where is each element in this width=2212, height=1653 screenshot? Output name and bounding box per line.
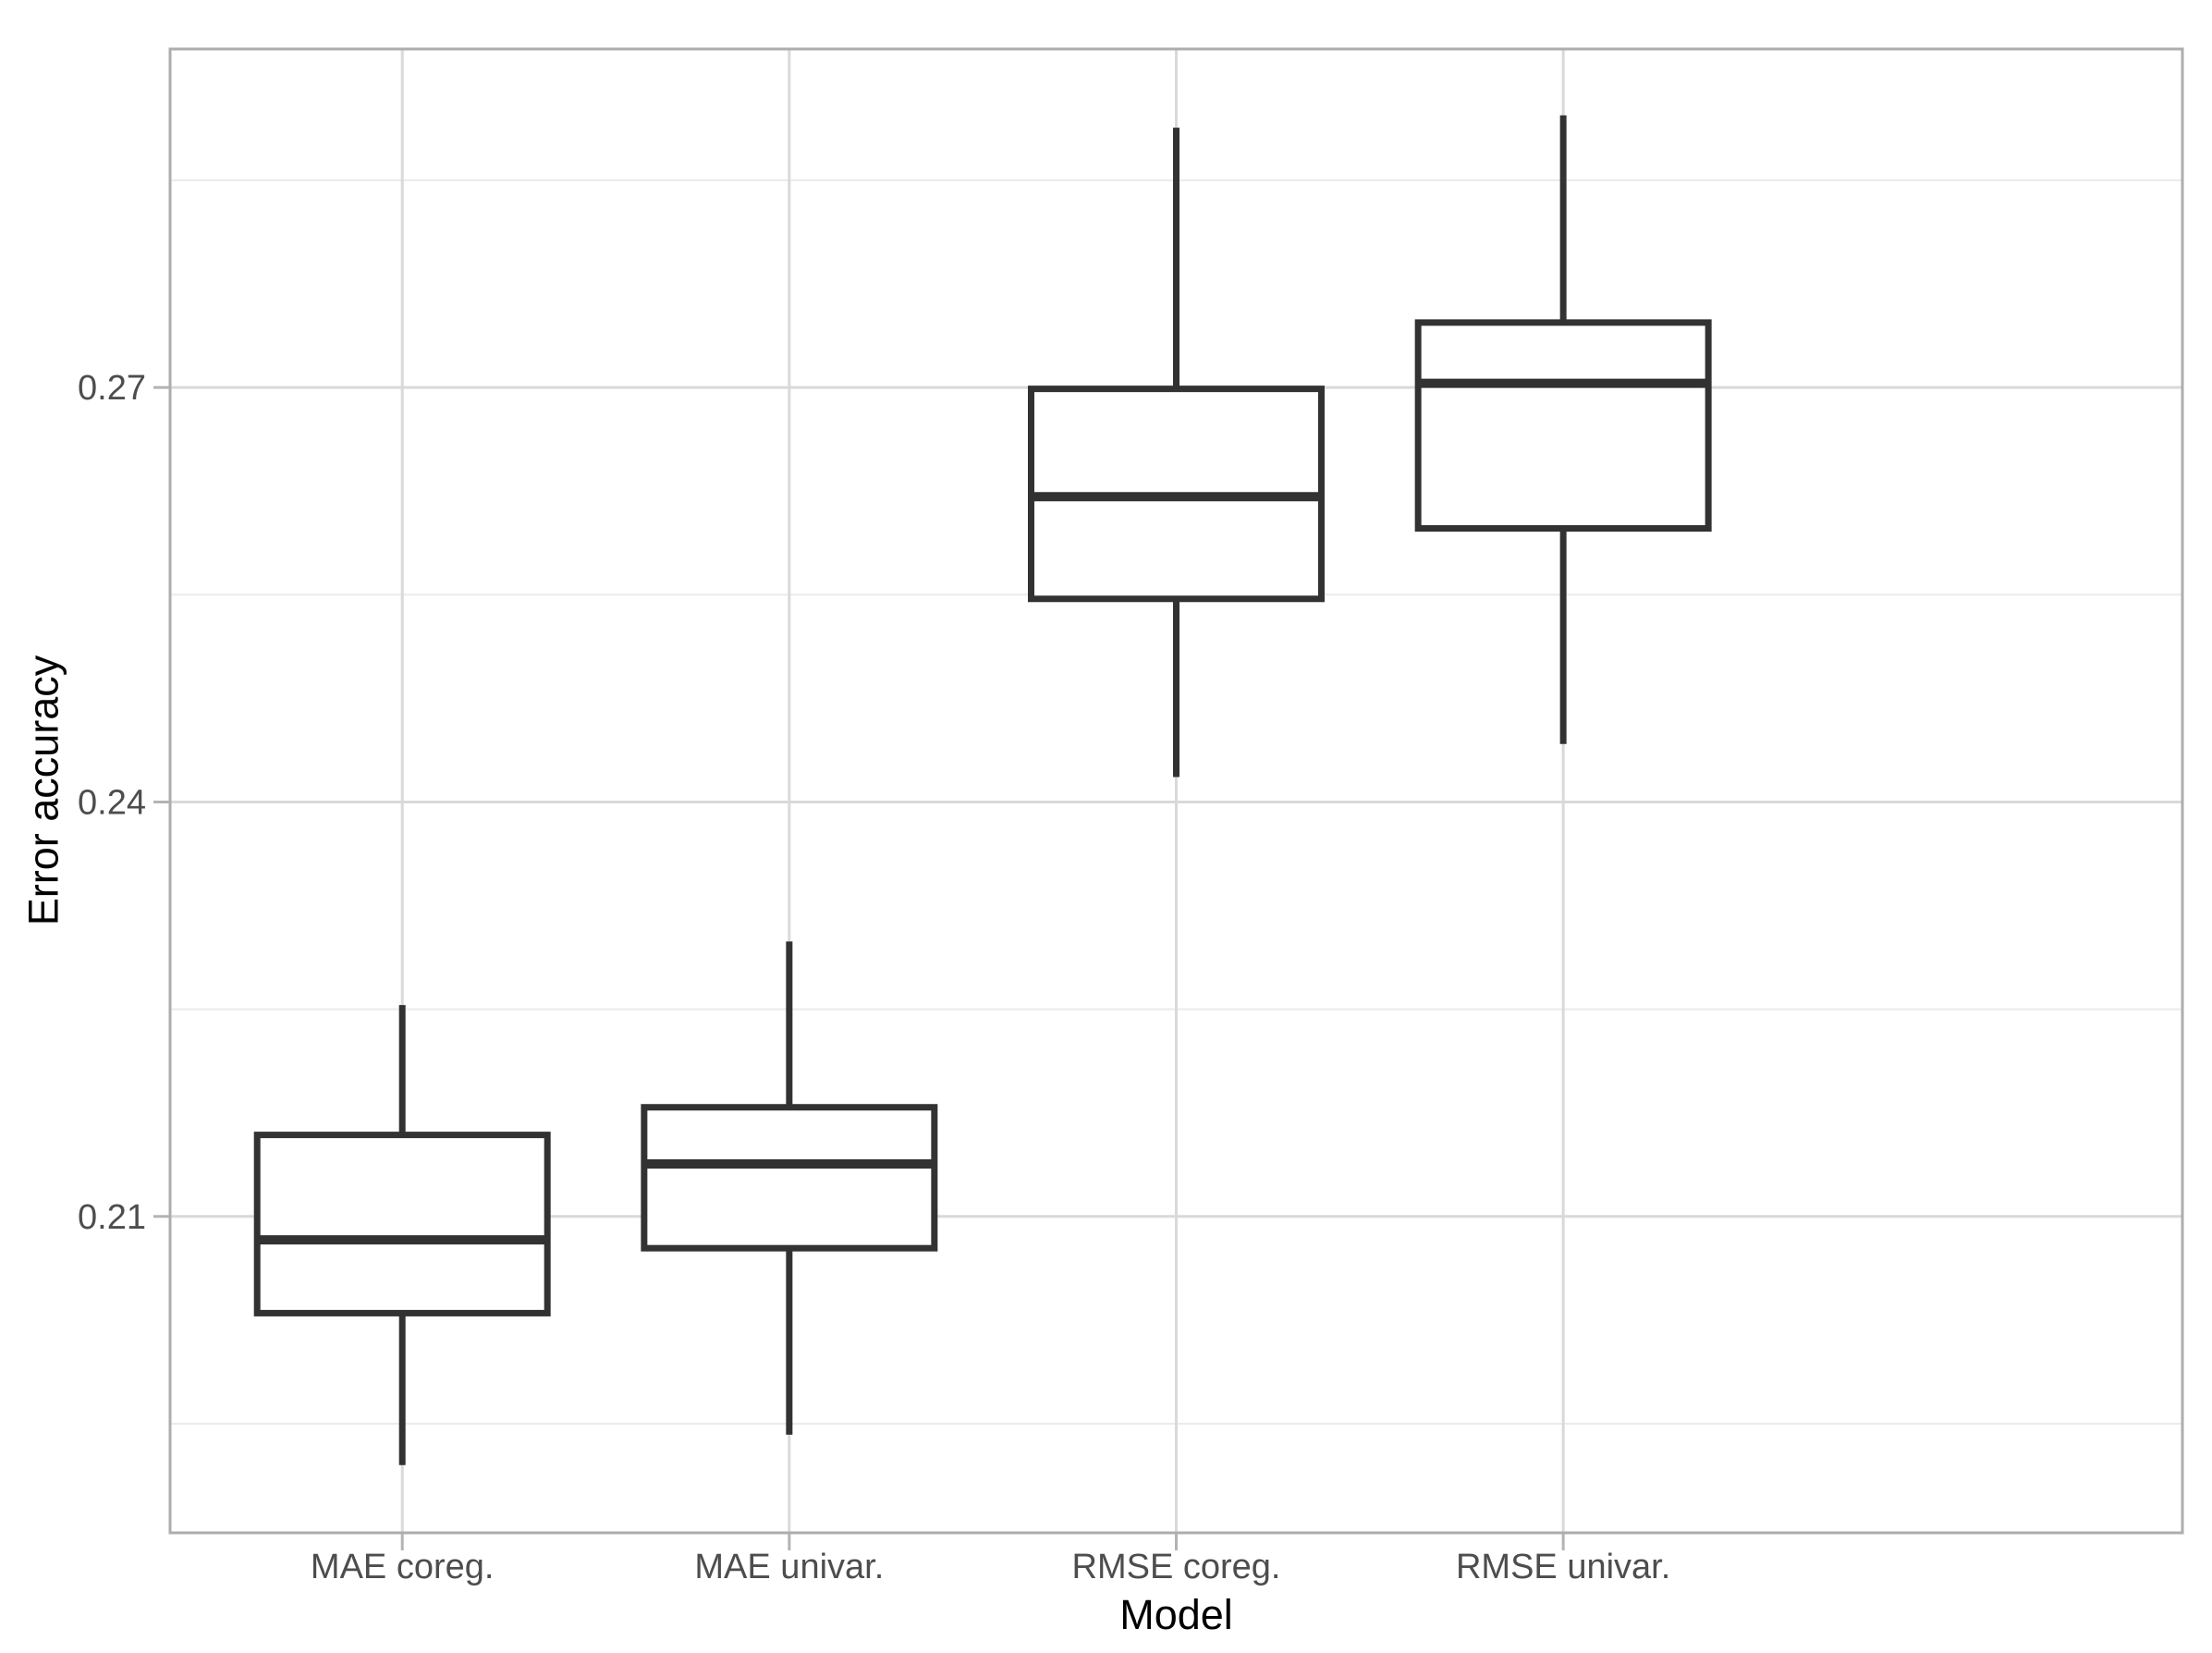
iqr-box — [1414, 319, 1712, 533]
y-tick-label: 0.21 — [78, 1198, 146, 1237]
x-tick-label: RMSE coreg. — [1072, 1548, 1281, 1586]
iqr-box — [253, 1132, 551, 1316]
iqr-box — [641, 1104, 938, 1252]
x-tick-label: MAE coreg. — [311, 1548, 495, 1586]
panel-border — [168, 47, 2184, 1535]
x-tick-label: RMSE univar. — [1456, 1548, 1670, 1586]
boxplot-2 — [641, 941, 938, 1435]
boxplot-4 — [1414, 115, 1712, 744]
x-tick-label: MAE univar. — [694, 1548, 884, 1586]
boxplot-3 — [1028, 128, 1325, 778]
boxplot-1 — [253, 1005, 551, 1465]
y-axis-title: Error accuracy — [19, 655, 67, 926]
box-layer — [253, 115, 1712, 1465]
axis-layer: 0.21 0.24 0.27 MAE coreg. MAE univar. RMSE co… — [78, 47, 2184, 1586]
y-tick-label: 0.24 — [78, 783, 146, 822]
x-axis-title: Model — [1119, 1591, 1233, 1638]
y-tick-label: 0.27 — [78, 369, 146, 408]
